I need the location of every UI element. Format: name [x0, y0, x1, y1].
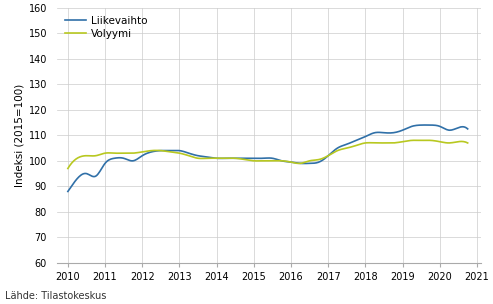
- Legend: Liikevaihto, Volyymi: Liikevaihto, Volyymi: [62, 13, 151, 42]
- Volyymi: [65, 167, 71, 170]
- Volyymi: [113, 151, 119, 155]
- Liikevaihto: [65, 190, 71, 193]
- Volyymi: [465, 141, 471, 145]
- Volyymi: [195, 157, 201, 160]
- Liikevaihto: [113, 156, 119, 160]
- Volyymi: [412, 139, 418, 142]
- Text: Lähde: Tilastokeskus: Lähde: Tilastokeskus: [5, 291, 106, 301]
- Volyymi: [355, 143, 361, 147]
- Liikevaihto: [422, 123, 427, 127]
- Liikevaihto: [223, 157, 229, 160]
- Liikevaihto: [317, 160, 322, 164]
- Y-axis label: Indeksi (2015=100): Indeksi (2015=100): [14, 84, 24, 187]
- Line: Volyymi: Volyymi: [68, 140, 468, 168]
- Liikevaihto: [465, 127, 471, 131]
- Liikevaihto: [195, 154, 201, 157]
- Line: Liikevaihto: Liikevaihto: [68, 125, 468, 192]
- Volyymi: [353, 143, 359, 147]
- Volyymi: [223, 157, 229, 160]
- Liikevaihto: [353, 138, 359, 142]
- Liikevaihto: [355, 138, 361, 141]
- Volyymi: [317, 157, 322, 161]
